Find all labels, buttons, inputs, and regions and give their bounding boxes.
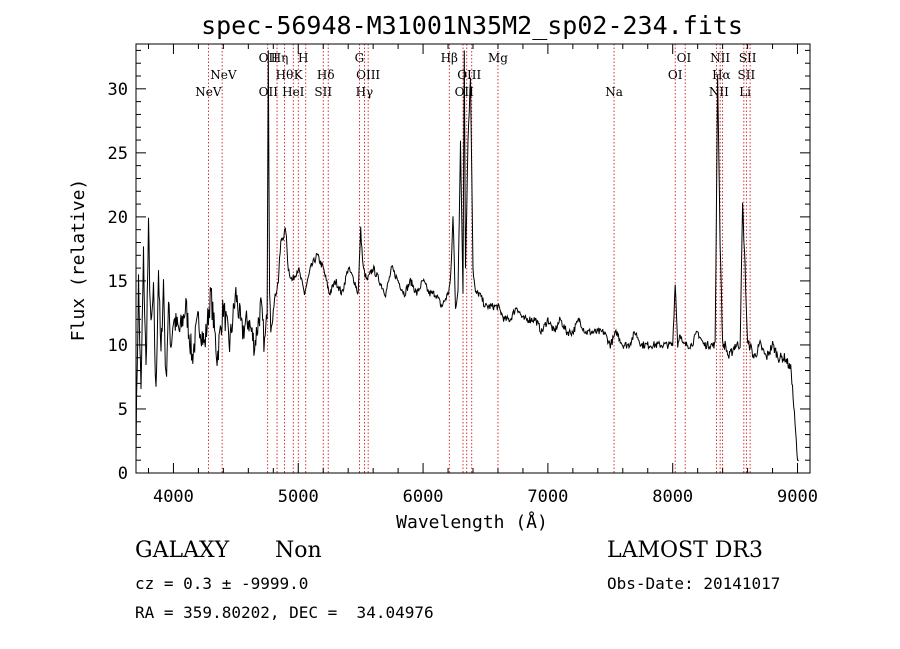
emission-line-label: SII <box>314 85 332 99</box>
y-axis: 0 5 10 15 20 25 30 <box>108 49 810 484</box>
emission-line-label: Hδ <box>317 68 335 82</box>
obs-date-text: Obs-Date: 20141017 <box>607 574 781 593</box>
x-tick-label: 4000 <box>153 487 194 507</box>
emission-line-label: Hγ <box>356 85 374 99</box>
x-axis: 4000 5000 6000 7000 8000 9000 <box>147 44 818 507</box>
object-class: GALAXY <box>135 538 230 563</box>
coordinates-text: RA = 359.80202, DEC = 34.04976 <box>135 603 434 622</box>
line-markers <box>207 44 751 473</box>
spectrum-line <box>135 50 799 462</box>
emission-line-label: Hα <box>712 68 731 82</box>
y-tick-label: 25 <box>108 144 128 164</box>
emission-line-label: SII <box>737 68 755 82</box>
emission-line-label: Hβ <box>441 51 458 65</box>
y-tick-label: 20 <box>108 208 128 228</box>
emission-line-label: HeI <box>282 85 305 99</box>
emission-line-label: NII <box>710 51 730 65</box>
chart-title: spec-56948-M31001N35M2_sp02-234.fits <box>201 11 743 40</box>
x-tick-label: 6000 <box>403 487 444 507</box>
emission-line-label: NeV <box>210 68 237 82</box>
survey-name: LAMOST DR3 <box>607 538 763 563</box>
emission-line-label: OI <box>677 51 692 65</box>
x-tick-label: 7000 <box>527 487 568 507</box>
x-tick-label: 8000 <box>652 487 693 507</box>
y-axis-label: Flux (relative) <box>68 179 89 342</box>
emission-line-label: K <box>294 68 304 82</box>
emission-line-label: Mg <box>488 51 508 65</box>
emission-line-label: Hη <box>271 51 289 65</box>
emission-line-label: NII <box>709 85 729 99</box>
emission-line-label: Na <box>605 85 623 99</box>
emission-line-label: OIII <box>457 68 481 82</box>
emission-line-label: NeV <box>195 85 222 99</box>
y-tick-label: 5 <box>118 400 128 420</box>
y-tick-label: 10 <box>108 336 128 356</box>
emission-line-label: OI <box>668 68 683 82</box>
y-tick-label: 15 <box>108 272 128 292</box>
emission-line-label: OIII <box>356 68 380 82</box>
y-tick-label: 30 <box>108 80 128 100</box>
y-tick-label: 0 <box>118 464 128 484</box>
emission-line-label: Li <box>739 85 751 99</box>
object-subclass: Non <box>275 538 322 563</box>
emission-line-label: Hθ <box>276 68 294 82</box>
x-tick-label: 5000 <box>278 487 319 507</box>
redshift-text: cz = 0.3 ± -9999.0 <box>135 574 309 593</box>
emission-line-label: G <box>355 51 365 65</box>
emission-line-label: H <box>298 51 308 65</box>
emission-line-label: SII <box>739 51 757 65</box>
x-axis-label: Wavelength (Å) <box>396 511 548 533</box>
x-tick-label: 9000 <box>777 487 818 507</box>
